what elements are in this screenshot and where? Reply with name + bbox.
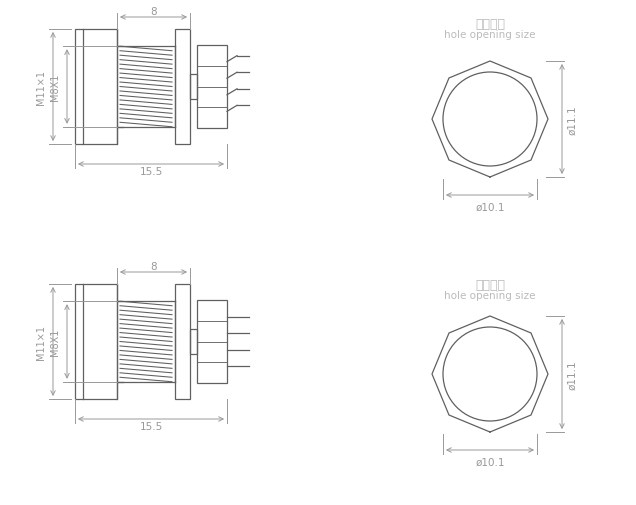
Bar — [197, 46, 227, 129]
Text: 8: 8 — [150, 262, 157, 272]
Text: 15.5: 15.5 — [139, 167, 163, 177]
Text: 开孔尺寸: 开孔尺寸 — [475, 278, 505, 291]
Text: M8X1: M8X1 — [50, 74, 60, 101]
Text: ø10.1: ø10.1 — [475, 457, 505, 467]
Bar — [75, 30, 117, 145]
Text: M11×1: M11×1 — [36, 324, 46, 359]
Text: hole opening size: hole opening size — [445, 290, 536, 300]
Bar — [175, 30, 190, 145]
Bar — [75, 284, 117, 399]
Bar — [175, 284, 190, 399]
Text: ø11.1: ø11.1 — [567, 105, 577, 134]
Text: 15.5: 15.5 — [139, 421, 163, 431]
Text: ø10.1: ø10.1 — [475, 203, 505, 213]
Bar — [190, 75, 197, 100]
Bar — [197, 300, 227, 383]
Text: 8: 8 — [150, 7, 157, 17]
Text: 开孔尺寸: 开孔尺寸 — [475, 18, 505, 31]
Bar — [190, 329, 197, 355]
Text: M11×1: M11×1 — [36, 70, 46, 105]
Text: M8X1: M8X1 — [50, 328, 60, 356]
Text: hole opening size: hole opening size — [445, 30, 536, 40]
Text: ø11.1: ø11.1 — [567, 360, 577, 389]
